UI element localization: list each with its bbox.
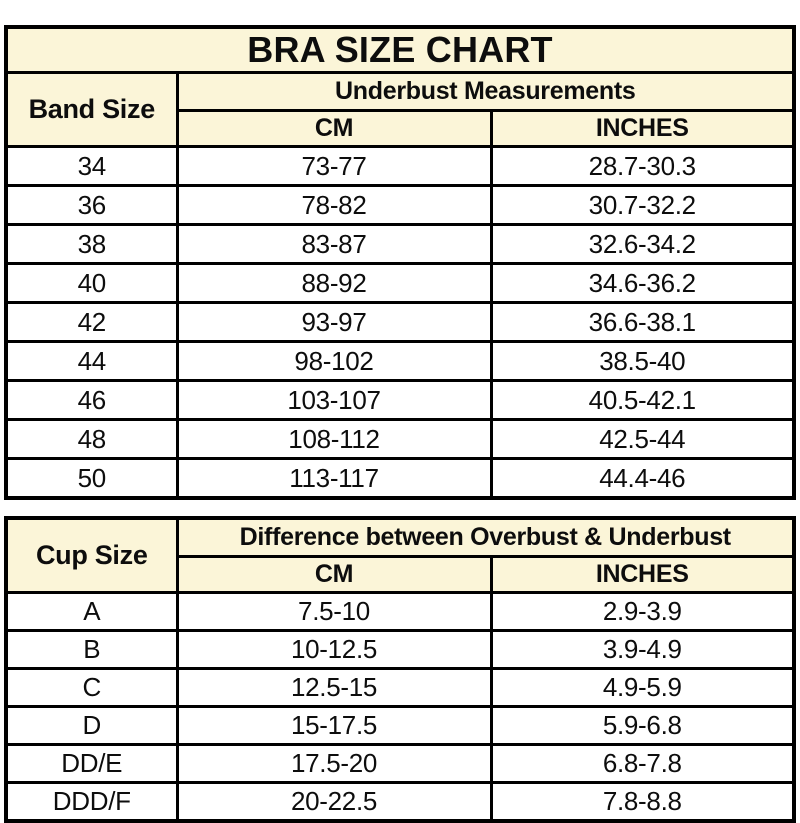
cup-size-cell: C xyxy=(4,667,179,708)
cup-group-header-row: Cup Size Difference between Overbust & U… xyxy=(4,516,796,594)
cm-value-cell: 103-107 xyxy=(175,379,493,421)
table-row: D 15-17.5 5.9-6.8 xyxy=(4,705,796,746)
inches-value-cell: 38.5-40 xyxy=(489,340,796,382)
table-row: B 10-12.5 3.9-4.9 xyxy=(4,629,796,670)
cm-value-cell: 113-117 xyxy=(175,457,493,500)
cup-size-header: Cup Size xyxy=(4,516,179,594)
band-size-cell: 36 xyxy=(4,184,179,226)
chart-title: BRA SIZE CHART xyxy=(4,25,796,74)
band-cm-header: CM xyxy=(175,109,493,148)
band-size-header: Band Size xyxy=(4,71,179,148)
cm-value-cell: 98-102 xyxy=(175,340,493,382)
cup-inches-header: INCHES xyxy=(489,555,796,594)
inches-value-cell: 36.6-38.1 xyxy=(489,301,796,343)
inches-value-cell: 6.8-7.8 xyxy=(489,743,796,784)
inches-value-cell: 42.5-44 xyxy=(489,418,796,460)
table-row: 48 108-112 42.5-44 xyxy=(4,418,796,460)
band-group-header-row: Band Size Underbust Measurements xyxy=(4,71,796,148)
cm-value-cell: 108-112 xyxy=(175,418,493,460)
cup-size-cell: D xyxy=(4,705,179,746)
cup-size-cell: B xyxy=(4,629,179,670)
cm-value-cell: 10-12.5 xyxy=(175,629,493,670)
table-row: 44 98-102 38.5-40 xyxy=(4,340,796,382)
table-gap xyxy=(4,500,796,516)
band-size-cell: 38 xyxy=(4,223,179,265)
table-row: 36 78-82 30.7-32.2 xyxy=(4,184,796,226)
inches-value-cell: 30.7-32.2 xyxy=(489,184,796,226)
cm-value-cell: 7.5-10 xyxy=(175,591,493,632)
band-inches-header: INCHES xyxy=(489,109,796,148)
table-row: 34 73-77 28.7-30.3 xyxy=(4,145,796,187)
table-row: DD/E 17.5-20 6.8-7.8 xyxy=(4,743,796,784)
inches-value-cell: 3.9-4.9 xyxy=(489,629,796,670)
inches-value-cell: 44.4-46 xyxy=(489,457,796,500)
table-row: C 12.5-15 4.9-5.9 xyxy=(4,667,796,708)
cup-cm-header: CM xyxy=(175,555,493,594)
band-size-cell: 48 xyxy=(4,418,179,460)
cm-value-cell: 88-92 xyxy=(175,262,493,304)
band-size-cell: 44 xyxy=(4,340,179,382)
underbust-measurements-header: Underbust Measurements xyxy=(175,71,796,112)
cm-value-cell: 83-87 xyxy=(175,223,493,265)
cup-size-cell: A xyxy=(4,591,179,632)
cup-unit-header-row: CM INCHES xyxy=(6,555,796,594)
table-row: 50 113-117 44.4-46 xyxy=(4,457,796,500)
inches-value-cell: 7.8-8.8 xyxy=(489,781,796,823)
cup-size-table: Cup Size Difference between Overbust & U… xyxy=(4,516,796,823)
inches-value-cell: 34.6-36.2 xyxy=(489,262,796,304)
cup-size-cell: DDD/F xyxy=(4,781,179,823)
cup-size-cell: DD/E xyxy=(4,743,179,784)
inches-value-cell: 32.6-34.2 xyxy=(489,223,796,265)
band-size-cell: 40 xyxy=(4,262,179,304)
inches-value-cell: 40.5-42.1 xyxy=(489,379,796,421)
band-size-cell: 50 xyxy=(4,457,179,500)
table-row: DDD/F 20-22.5 7.8-8.8 xyxy=(4,781,796,823)
chart-title-row: BRA SIZE CHART xyxy=(4,25,796,74)
band-size-table: BRA SIZE CHART Band Size Underbust Measu… xyxy=(4,25,796,500)
inches-value-cell: 28.7-30.3 xyxy=(489,145,796,187)
table-row: A 7.5-10 2.9-3.9 xyxy=(4,591,796,632)
cm-value-cell: 20-22.5 xyxy=(175,781,493,823)
size-chart-page: BRA SIZE CHART Band Size Underbust Measu… xyxy=(4,25,796,823)
band-size-cell: 42 xyxy=(4,301,179,343)
table-row: 40 88-92 34.6-36.2 xyxy=(4,262,796,304)
cm-value-cell: 73-77 xyxy=(175,145,493,187)
cm-value-cell: 93-97 xyxy=(175,301,493,343)
cm-value-cell: 17.5-20 xyxy=(175,743,493,784)
cm-value-cell: 15-17.5 xyxy=(175,705,493,746)
band-size-cell: 34 xyxy=(4,145,179,187)
band-unit-header-row: CM INCHES xyxy=(6,109,796,148)
table-row: 42 93-97 36.6-38.1 xyxy=(4,301,796,343)
band-size-cell: 46 xyxy=(4,379,179,421)
cm-value-cell: 78-82 xyxy=(175,184,493,226)
cm-value-cell: 12.5-15 xyxy=(175,667,493,708)
table-row: 46 103-107 40.5-42.1 xyxy=(4,379,796,421)
inches-value-cell: 5.9-6.8 xyxy=(489,705,796,746)
inches-value-cell: 4.9-5.9 xyxy=(489,667,796,708)
table-row: 38 83-87 32.6-34.2 xyxy=(4,223,796,265)
difference-header: Difference between Overbust & Underbust xyxy=(175,516,796,558)
inches-value-cell: 2.9-3.9 xyxy=(489,591,796,632)
